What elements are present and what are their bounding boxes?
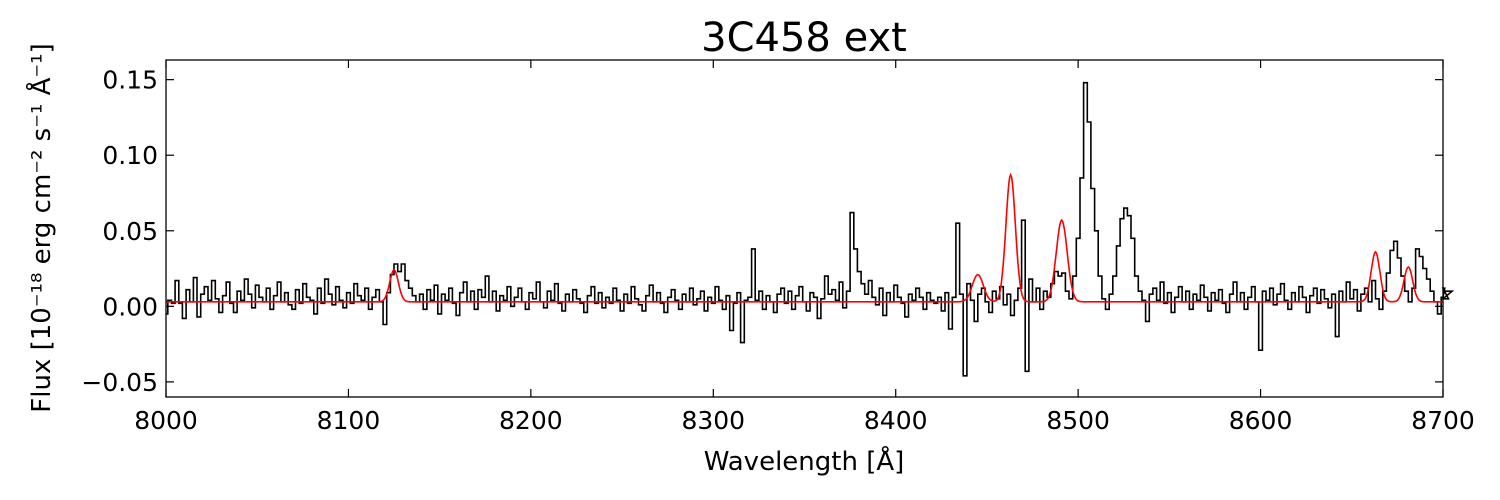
x-tick-label: 8500 — [1046, 406, 1110, 435]
plot-area — [166, 81, 1455, 377]
x-tick-label: 8000 — [134, 406, 198, 435]
y-axis-label: Flux [10⁻¹⁸ erg cm⁻² s⁻¹ Å⁻¹] — [25, 43, 57, 412]
axes-frame — [165, 59, 1444, 398]
x-tick-label: 8400 — [864, 406, 928, 435]
x-tick-label: 8700 — [1411, 406, 1475, 435]
y-tick-label: 0.15 — [102, 66, 158, 95]
model-fit-line — [166, 172, 1443, 303]
x-tick-label: 8100 — [317, 406, 381, 435]
chart-title: 3C458 ext — [701, 15, 907, 61]
observed-spectrum-line — [166, 81, 1455, 377]
y-tick-label: 0.00 — [102, 292, 158, 321]
x-axis-label: Wavelength [Å] — [704, 445, 905, 477]
y-tick-label: 0.05 — [102, 217, 158, 246]
x-tick-label: 8200 — [499, 406, 563, 435]
x-tick-label: 8600 — [1229, 406, 1293, 435]
y-tick-label: −0.05 — [81, 368, 158, 397]
x-tick-label: 8300 — [681, 406, 745, 435]
x-axis: 8000 8100 8200 8300 8400 8500 8600 8700 — [134, 60, 1475, 435]
y-axis: −0.05 0.00 0.05 0.10 0.15 — [81, 66, 1443, 397]
y-tick-label: 0.10 — [102, 141, 158, 170]
